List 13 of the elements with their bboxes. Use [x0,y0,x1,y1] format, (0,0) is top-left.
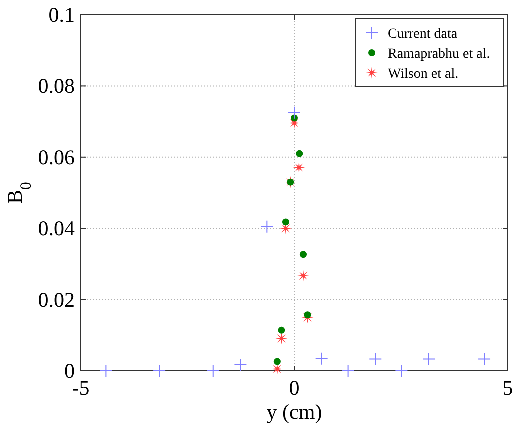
x-tick-label: -5 [72,376,90,400]
legend-label: Wilson et al. [388,67,459,82]
y-tick-label: 0 [64,359,75,383]
y-tick-label: 0.04 [38,216,76,241]
legend-label: Current data [388,27,458,42]
legend-label: Ramaprabhu et al. [388,47,490,62]
x-tick-label: 0 [289,376,300,400]
x-tick-label: 5 [502,376,514,400]
x-axis-title: y (cm) [266,400,322,424]
y-tick-label: 0.08 [38,74,75,98]
y-tick-label: 0.1 [48,3,75,27]
y-tick-label: 0.02 [38,288,75,312]
y-tick-label: 0.06 [38,145,75,170]
